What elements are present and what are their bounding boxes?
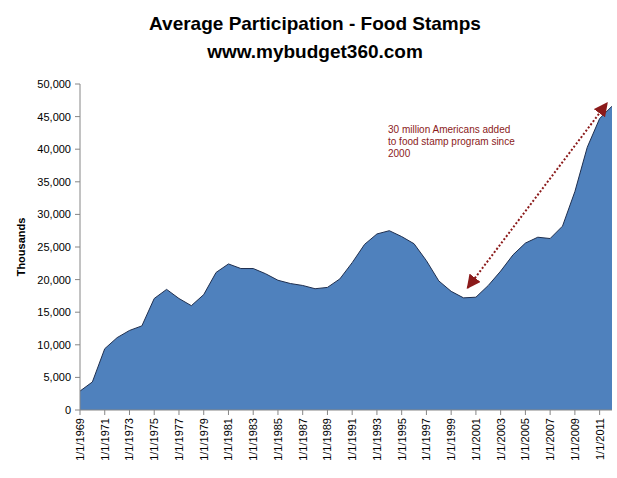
y-tick-label: 45,000 <box>37 111 71 123</box>
x-tick-label: 1/1/1969 <box>74 418 86 461</box>
x-tick <box>277 410 278 415</box>
annotation: to food stamp program since <box>388 136 515 147</box>
x-tick-label: 1/1/1999 <box>445 418 457 461</box>
title: Average Participation - Food Stamps <box>149 13 481 34</box>
x-tick-label: 1/1/1981 <box>222 418 234 461</box>
x-tick-label: 1/1/2005 <box>519 418 531 461</box>
x-tick <box>228 410 229 415</box>
x-tick-label: 1/1/1983 <box>247 418 259 461</box>
y-tick <box>75 344 80 345</box>
y-tick-label: 0 <box>65 404 71 416</box>
x-tick <box>302 410 303 415</box>
x-tick-label: 1/1/2011 <box>594 418 606 460</box>
x-tick-label: 1/1/1987 <box>297 418 309 461</box>
x-tick <box>376 410 377 415</box>
subtitle: www.mybudget360.com <box>206 41 423 62</box>
y-tick-label: 40,000 <box>37 143 71 155</box>
x-tick-label: 1/1/1997 <box>420 418 432 461</box>
y-tick <box>75 377 80 378</box>
x-tick <box>327 410 328 415</box>
y-tick <box>75 279 80 280</box>
x-tick-label: 1/1/1975 <box>148 418 160 461</box>
x-tick <box>352 410 353 415</box>
x-tick-label: 1/1/1973 <box>123 418 135 461</box>
y-axis-label: Thousands <box>15 218 27 277</box>
y-tick <box>75 214 80 215</box>
y-tick-label: 25,000 <box>37 241 71 253</box>
x-tick <box>475 410 476 415</box>
x-tick-label: 1/1/1977 <box>173 418 185 461</box>
x-tick-label: 1/1/1995 <box>396 418 408 461</box>
area-outline <box>80 106 612 391</box>
y-tick <box>75 149 80 150</box>
x-tick <box>80 410 81 415</box>
x-tick <box>574 410 575 415</box>
x-tick-label: 1/1/2009 <box>569 418 581 461</box>
y-tick-label: 35,000 <box>37 176 71 188</box>
x-tick <box>426 410 427 415</box>
x-tick <box>129 410 130 415</box>
x-axis <box>80 410 612 411</box>
x-tick <box>178 410 179 415</box>
y-tick-label: 5,000 <box>43 371 71 383</box>
x-tick-label: 1/1/1991 <box>346 418 358 461</box>
y-tick-label: 20,000 <box>37 274 71 286</box>
x-tick-label: 1/1/1979 <box>198 418 210 461</box>
annotation: 30 million Americans added <box>388 124 510 135</box>
area <box>80 106 612 410</box>
x-tick-label: 1/1/2007 <box>544 418 556 461</box>
y-tick <box>75 181 80 182</box>
x-tick <box>525 410 526 415</box>
y-tick <box>75 312 80 313</box>
y-tick-label: 30,000 <box>37 208 71 220</box>
x-tick <box>104 410 105 415</box>
x-tick <box>154 410 155 415</box>
x-tick-label: 1/1/1971 <box>99 418 111 461</box>
y-tick-label: 15,000 <box>37 306 71 318</box>
x-tick <box>253 410 254 415</box>
x-tick-label: 1/1/1985 <box>272 418 284 461</box>
y-tick-label: 50,000 <box>37 78 71 90</box>
chart: Average Participation - Food Stamps www.m… <box>0 0 617 478</box>
y-tick <box>75 410 80 411</box>
x-tick <box>401 410 402 415</box>
x-tick <box>451 410 452 415</box>
x-tick <box>550 410 551 415</box>
x-tick-label: 1/1/1989 <box>321 418 333 461</box>
x-tick-label: 1/1/1993 <box>371 418 383 461</box>
x-tick <box>500 410 501 415</box>
x-tick-label: 1/1/2001 <box>470 418 482 461</box>
x-tick <box>203 410 204 415</box>
y-tick <box>75 84 80 85</box>
plot-area <box>80 106 612 410</box>
y-tick-label: 10,000 <box>37 339 71 351</box>
x-tick <box>599 410 600 415</box>
y-tick <box>75 116 80 117</box>
x-tick-label: 1/1/2003 <box>495 418 507 461</box>
annotation: 2000 <box>388 148 411 159</box>
y-tick <box>75 247 80 248</box>
